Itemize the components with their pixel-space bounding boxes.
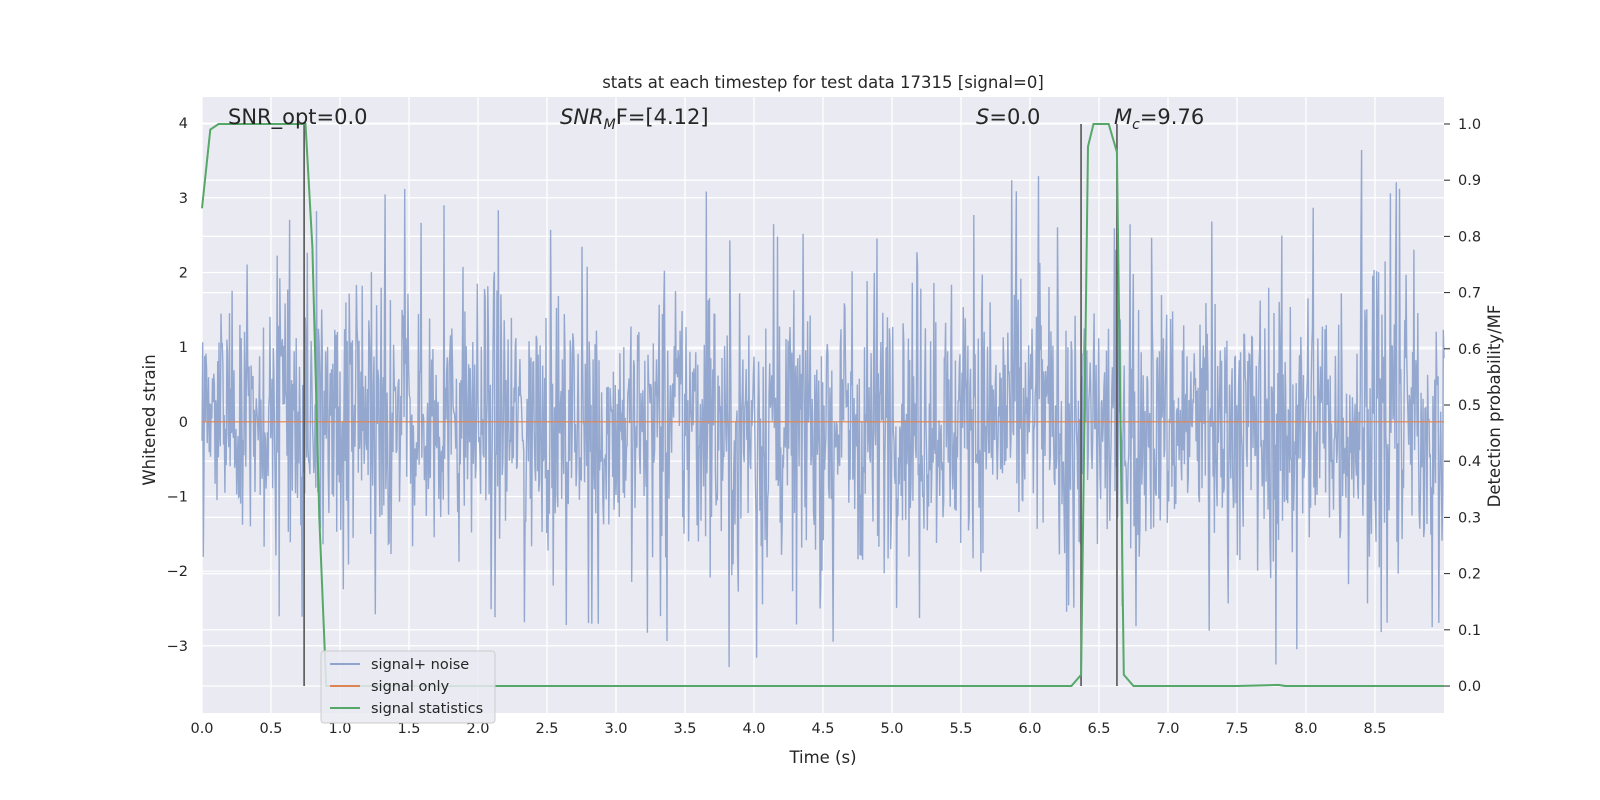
x-tick-label: 6.0 <box>1018 721 1041 737</box>
y2-tick-label: 0.8 <box>1458 229 1481 245</box>
annotation-s-value: =0.0 <box>989 105 1040 129</box>
y2-tick-label: 0.3 <box>1458 510 1481 526</box>
series-signal-noise <box>201 149 1445 668</box>
x-tick-label: 1.5 <box>397 721 420 737</box>
legend: signal+ noise signal only signal statist… <box>320 650 496 724</box>
annotation-snr-mf: SNRMF=[4.12] <box>560 105 709 133</box>
y-tick-label: 0 <box>179 415 188 431</box>
annotation-mc: Mc=9.76 <box>1114 105 1204 133</box>
y-tick-label: 2 <box>179 265 188 281</box>
legend-label-signal-noise: signal+ noise <box>371 657 469 673</box>
y-tick-label: 3 <box>179 191 188 207</box>
y-tick-label: 1 <box>179 340 188 356</box>
y2-tick-label: 0.9 <box>1458 173 1481 189</box>
x-tick-label: 4.0 <box>742 721 765 737</box>
y2-tick-label: 0.1 <box>1458 623 1481 639</box>
annotation-snr-mf-value: F=[4.12] <box>616 105 709 129</box>
x-tick-label: 3.0 <box>604 721 627 737</box>
annotation-snr-mf-symbol: SNR <box>560 105 604 129</box>
y2-tick-label: 0.2 <box>1458 567 1481 583</box>
axes: 0.0 0.5 1.0 1.5 2.0 2.5 3.0 3.5 4.0 4.5 5.0 5.5 6.0 6… <box>167 116 1481 737</box>
legend-label-signal-statistics: signal statistics <box>371 701 483 717</box>
chart-title: stats at each timestep for test data 173… <box>602 73 1044 92</box>
annotation-snr-mf-subscript: M <box>604 117 616 133</box>
x-tick-label: 0.5 <box>259 721 282 737</box>
annotation-s: S=0.0 <box>976 105 1040 129</box>
annotation-mc-subscript: c <box>1132 117 1140 133</box>
x-tick-label: 8.0 <box>1294 721 1317 737</box>
y-tick-label: −2 <box>167 564 188 580</box>
legend-label-signal-only: signal only <box>371 679 450 695</box>
x-tick-label: 5.0 <box>880 721 903 737</box>
annotation-s-symbol: S <box>976 105 989 129</box>
y-tick-label: 4 <box>179 116 188 132</box>
y2-tick-label: 0.7 <box>1458 286 1481 302</box>
x-tick-label: 3.5 <box>673 721 696 737</box>
y2-tick-label: 0.6 <box>1458 342 1481 358</box>
y-axis-label: Whitened strain <box>140 354 159 485</box>
x-tick-label: 2.5 <box>535 721 558 737</box>
x-tick-label: 8.5 <box>1363 721 1386 737</box>
x-tick-label: 7.5 <box>1225 721 1248 737</box>
x-tick-label: 2.0 <box>466 721 489 737</box>
x-axis-label: Time (s) <box>788 748 856 767</box>
y2-tick-label: 0.4 <box>1458 454 1481 470</box>
y2-tick-label: 0.0 <box>1458 679 1481 695</box>
annotation-mc-value: =9.76 <box>1140 105 1204 129</box>
series-signal-statistics <box>201 123 1444 687</box>
annotation-mc-symbol: M <box>1114 105 1132 129</box>
x-tick-label: 0.0 <box>190 721 213 737</box>
x-tick-label: 6.5 <box>1087 721 1110 737</box>
plot-area <box>201 123 1445 687</box>
x-tick-label: 4.5 <box>811 721 834 737</box>
legend-box <box>320 650 496 724</box>
y-tick-label: −3 <box>167 639 188 655</box>
y2-axis-label: Detection probability/MF <box>1485 305 1504 508</box>
y2-tick-label: 0.5 <box>1458 398 1481 414</box>
y2-tick-label: 1.0 <box>1458 117 1481 133</box>
y-tick-label: −1 <box>167 489 188 505</box>
x-tick-label: 7.0 <box>1156 721 1179 737</box>
annotation-snr-opt: SNR_opt=0.0 <box>228 105 368 130</box>
x-tick-label: 5.5 <box>949 721 972 737</box>
x-tick-label: 1.0 <box>328 721 351 737</box>
